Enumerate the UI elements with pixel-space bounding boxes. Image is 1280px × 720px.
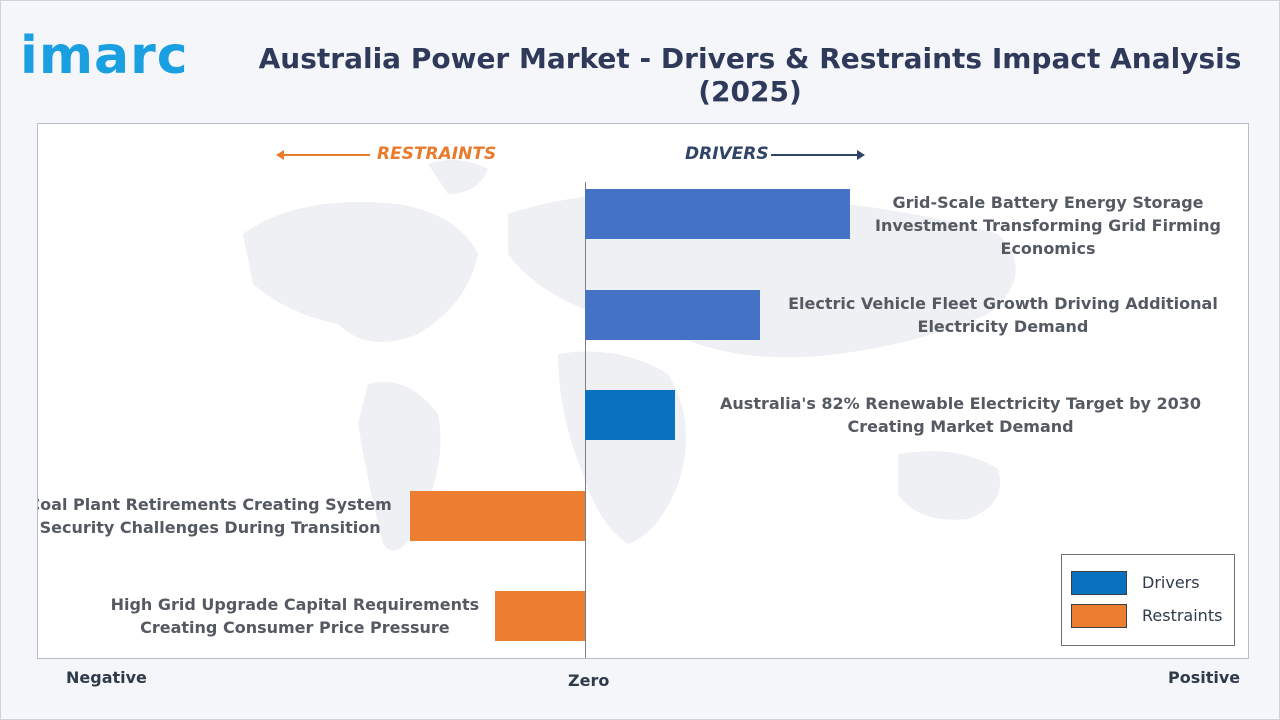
legend-label-drivers: Drivers [1142, 573, 1200, 592]
restraints-direction-label: RESTRAINTS [377, 144, 497, 164]
plot-area: RESTRAINTS DRIVERS Grid-Scale Battery En… [37, 123, 1249, 659]
axis-label-positive: Positive [1168, 668, 1241, 687]
restraints-arrow-icon [276, 150, 370, 160]
legend-label-restraints: Restraints [1142, 606, 1223, 625]
legend-swatch-restraints [1071, 604, 1127, 628]
axis-label-zero: Zero [568, 671, 610, 690]
bar-label-5: High Grid Upgrade Capital Requirements C… [110, 595, 480, 637]
bar-driver-2 [585, 289, 760, 340]
drivers-arrow-icon [771, 150, 865, 160]
axis-label-negative: Negative [66, 668, 147, 687]
bar-label-4: Coal Plant Retirements Creating System S… [37, 494, 392, 537]
legend-swatch-drivers [1071, 571, 1127, 595]
bar-driver-1 [585, 189, 850, 239]
bar-driver-3 [585, 390, 676, 440]
drivers-direction-label: DRIVERS [685, 144, 769, 164]
imarc-logo: imarc [20, 26, 189, 86]
bar-restraint-4 [410, 490, 585, 541]
bar-label-2: Electric Vehicle Fleet Growth Driving Ad… [788, 293, 1218, 336]
bar-label-1: Grid-Scale Battery Energy Storage Invest… [875, 193, 1221, 258]
legend: Drivers Restraints [1061, 554, 1235, 646]
bar-restraint-5 [494, 591, 585, 641]
bar-label-3: Australia's 82% Renewable Electricity Ta… [720, 394, 1202, 436]
chart-title: Australia Power Market - Drivers & Restr… [258, 42, 1242, 108]
